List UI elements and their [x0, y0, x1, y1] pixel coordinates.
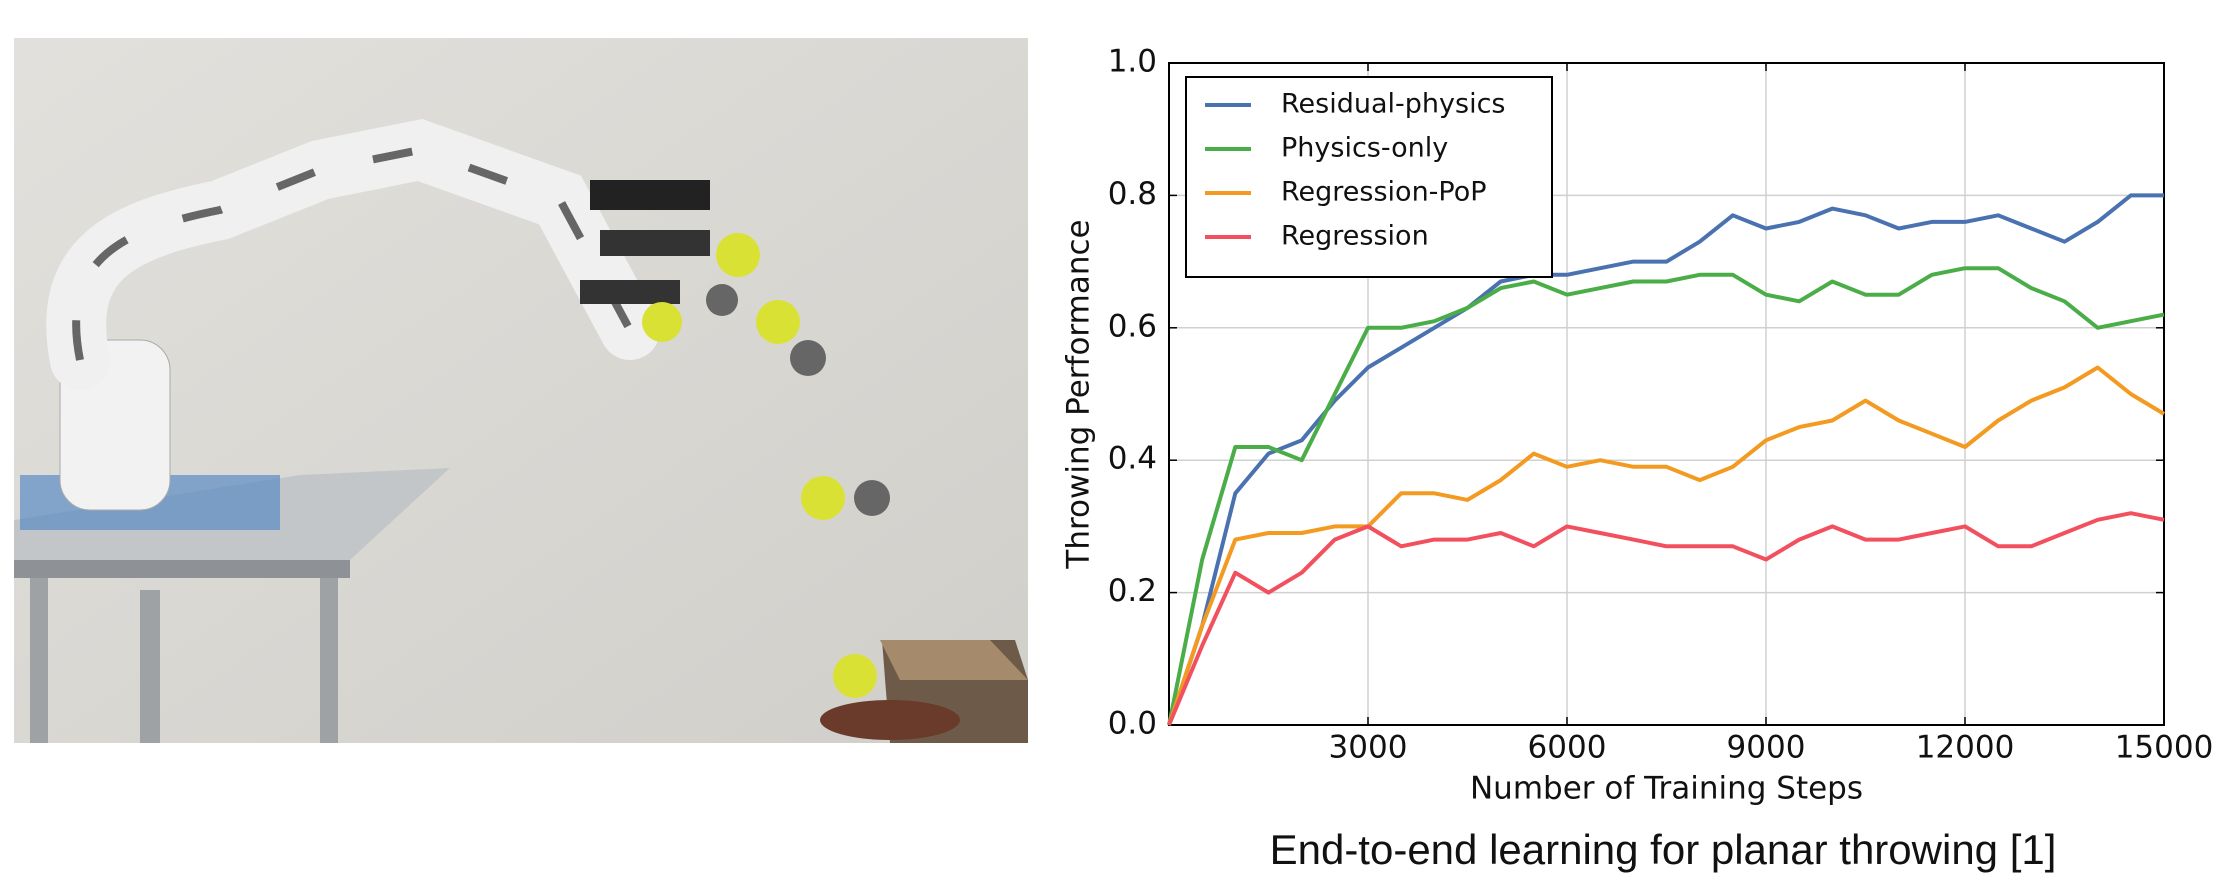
robot-photo — [14, 38, 1028, 743]
x-tick-label: 9000 — [1727, 730, 1806, 766]
y-tick-label: 0.2 — [1108, 573, 1157, 609]
legend-label: Residual-physics — [1281, 89, 1505, 120]
legend-label: Physics-only — [1281, 133, 1448, 164]
series-line — [1169, 268, 2164, 725]
y-tick-label: 1.0 — [1108, 44, 1157, 80]
figure: End-to-end learning for planar throwing … — [0, 0, 2229, 879]
x-axis-label: Number of Training Steps — [1470, 771, 1863, 807]
y-tick-label: 0.4 — [1108, 441, 1157, 477]
legend-label: Regression — [1281, 221, 1429, 252]
y-tick-label: 0.8 — [1108, 176, 1157, 212]
legend-label: Regression-PoP — [1281, 177, 1487, 208]
page: {"chart_data": {"type": "line", "x": [0,… — [0, 0, 2229, 879]
y-axis-label: Throwing Performance — [1061, 219, 1097, 569]
chart: 0.0 0.2 0.4 0.6 0.8 1.0 3000 6000 9000 12000 15000… — [1061, 44, 2214, 807]
y-tick-label: 0.6 — [1108, 308, 1157, 344]
x-tick-label: 12000 — [1916, 730, 2015, 766]
x-tick-label: 6000 — [1528, 730, 1607, 766]
x-tick-label: 15000 — [2115, 730, 2214, 766]
series-line — [1169, 513, 2164, 725]
y-tick-label: 0.0 — [1108, 706, 1157, 742]
x-tick-label: 3000 — [1329, 730, 1408, 766]
caption: End-to-end learning for planar throwing … — [1270, 826, 2057, 873]
